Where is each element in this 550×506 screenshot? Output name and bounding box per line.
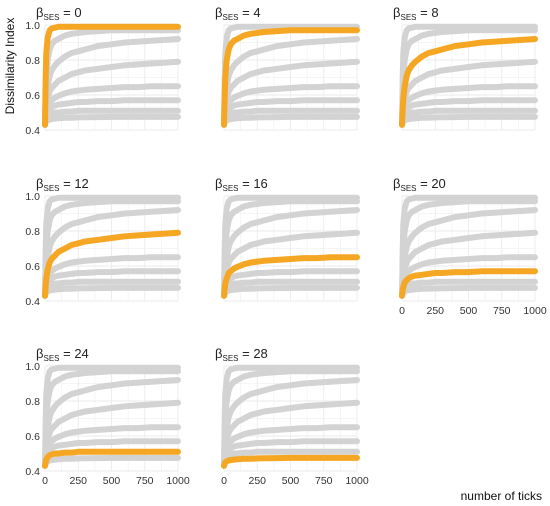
x-tick-label: 250 [69, 475, 87, 487]
panel-title: βSES = 16 [215, 176, 268, 193]
series-line-background [221, 377, 360, 469]
series-line-background [221, 368, 360, 469]
x-tick-label: 500 [103, 475, 121, 487]
series-line-background [221, 438, 360, 469]
panel-24: βSES = 24 0.4 0.6 0.8 1.0 0 250 500 750 1000 [25, 346, 189, 487]
y-axis-title: Dissimilarity Index [3, 18, 17, 115]
x-tick-label: 1000 [345, 475, 369, 487]
series-line-highlight [221, 27, 360, 128]
panel-12: βSES = 12 0.4 0.6 0.8 1.0 [25, 176, 181, 308]
series-line-background [42, 364, 181, 469]
series-line-background [42, 399, 181, 469]
panel-title: βSES = 8 [393, 5, 439, 22]
y-tick-label: 0.8 [25, 226, 40, 238]
panels-group: βSES = 0 0.4 0.6 0.8 1.0 βSES = 4 βSES = 8 βSES… [25, 5, 546, 487]
series-line-background [221, 194, 360, 299]
x-tick-label: 500 [460, 305, 478, 317]
series-line-background [399, 23, 538, 128]
y-tick-label: 0.8 [25, 55, 40, 67]
panel-20: βSES = 20 0 250 500 750 1000 [393, 176, 547, 317]
x-tick-label: 0 [42, 475, 48, 487]
series-line-highlight [399, 36, 538, 128]
panel-0: βSES = 0 0.4 0.6 0.8 1.0 [25, 5, 181, 137]
series-line-background [42, 438, 181, 469]
series-line-background [399, 194, 538, 299]
y-tick-label: 0.4 [25, 466, 40, 478]
y-tick-label: 0.6 [25, 261, 40, 273]
y-tick-label: 1.0 [25, 20, 40, 32]
series-line-background [399, 198, 538, 299]
y-tick-label: 1.0 [25, 191, 40, 203]
panel-16: βSES = 16 [215, 176, 360, 302]
panel-title: βSES = 20 [393, 176, 446, 193]
x-tick-label: 0 [221, 475, 227, 487]
series-line-background [399, 27, 538, 128]
panel-title: βSES = 12 [36, 176, 89, 193]
series-line-highlight [42, 229, 181, 299]
series-line-background [221, 23, 360, 128]
y-tick-label: 1.0 [25, 361, 40, 373]
series-line-highlight [399, 268, 538, 299]
y-tick-label: 0.4 [25, 125, 40, 137]
series-line-highlight [42, 23, 181, 128]
x-tick-label: 250 [426, 305, 444, 317]
panel-4: βSES = 4 [215, 5, 360, 131]
x-tick-label: 750 [315, 475, 333, 487]
x-tick-label: 500 [282, 475, 300, 487]
x-axis-title: number of ticks [461, 489, 542, 503]
x-tick-label: 250 [248, 475, 266, 487]
series-line-background [221, 198, 360, 299]
series-line-background [221, 229, 360, 299]
series-line-highlight [42, 448, 181, 469]
panel-title: βSES = 24 [36, 346, 89, 363]
series-line-background [42, 198, 181, 299]
x-tick-label: 750 [136, 475, 154, 487]
y-tick-label: 0.4 [25, 296, 40, 308]
series-line-background [221, 364, 360, 469]
series-line-background [221, 207, 360, 299]
series-line-background [42, 377, 181, 469]
panel-title: βSES = 28 [215, 346, 268, 363]
series-line-background [399, 229, 538, 299]
x-tick-label: 0 [399, 305, 405, 317]
panel-title: βSES = 4 [215, 5, 261, 22]
y-tick-label: 0.8 [25, 396, 40, 408]
panel-8: βSES = 8 [393, 5, 538, 131]
series-line-background [42, 207, 181, 299]
series-line-highlight [221, 454, 360, 469]
x-tick-label: 1000 [523, 305, 547, 317]
y-tick-label: 0.6 [25, 90, 40, 102]
x-tick-label: 1000 [166, 475, 190, 487]
series-line-background [42, 194, 181, 299]
series-line-background [221, 448, 360, 469]
y-tick-label: 0.6 [25, 431, 40, 443]
series-line-background [399, 207, 538, 299]
x-tick-label: 750 [493, 305, 511, 317]
panel-28: βSES = 28 0 250 500 750 1000 [215, 346, 369, 487]
panel-title: βSES = 0 [36, 5, 82, 22]
series-line-background [221, 399, 360, 469]
series-line-highlight [221, 254, 360, 299]
series-line-background [42, 368, 181, 469]
